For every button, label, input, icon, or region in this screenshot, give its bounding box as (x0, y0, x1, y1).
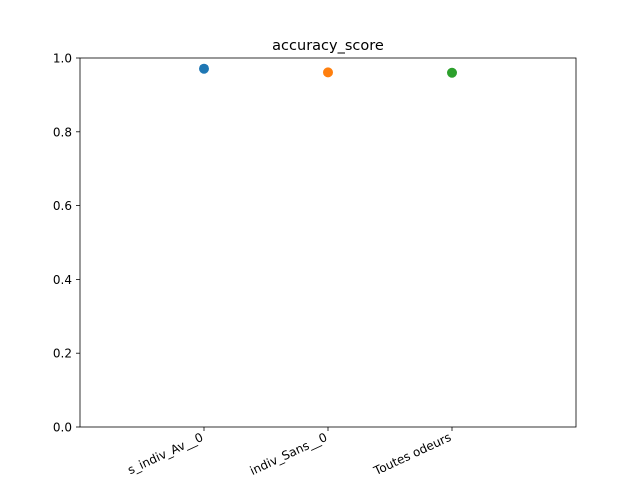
y-tick-label: 0.2 (53, 347, 72, 361)
y-tick-label: 0.8 (53, 125, 72, 139)
y-tick-label: 0.4 (53, 273, 72, 287)
y-tick-label: 0.6 (53, 199, 72, 213)
data-point (447, 67, 457, 78)
data-point (199, 63, 209, 74)
plot-area-frame (79, 57, 577, 428)
data-point (323, 67, 333, 78)
y-tick-label: 0.0 (53, 421, 72, 435)
y-tick-label: 1.0 (53, 52, 72, 66)
chart-title: accuracy_score (272, 38, 384, 54)
